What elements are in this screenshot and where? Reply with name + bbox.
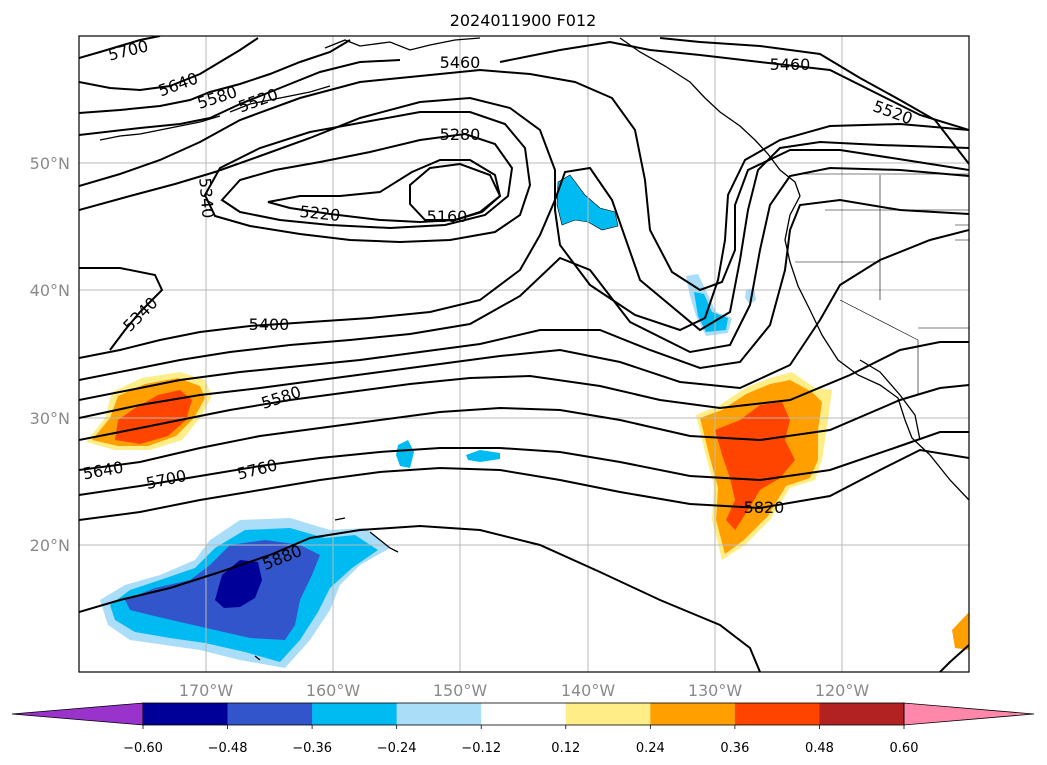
- colorbar-tick-label: −0.36: [292, 741, 332, 756]
- lon-label: 160°W: [306, 681, 361, 700]
- colorbar-extend-right: [903, 702, 1035, 726]
- lon-label: 140°W: [561, 681, 616, 700]
- lon-label: 150°W: [433, 681, 488, 700]
- colorbar-tick-label: −0.24: [377, 741, 417, 756]
- lat-label: 20°N: [30, 536, 70, 555]
- colorbar-tick-label: 0.48: [805, 741, 834, 756]
- lat-label: 40°N: [30, 281, 70, 300]
- colorbar-tick-label: −0.12: [461, 741, 501, 756]
- latitude-labels: 50°N 40°N 30°N 20°N: [30, 154, 70, 555]
- contour-5460-north: [499, 40, 969, 131]
- contour-5880: [79, 524, 761, 672]
- lon-label: 170°W: [179, 681, 234, 700]
- contour-5520-east: [659, 37, 969, 165]
- shade-region-far-east: [952, 612, 969, 650]
- lon-label: 130°W: [688, 681, 743, 700]
- contour-5160-core: [409, 162, 502, 221]
- contour-5640-north: [79, 37, 259, 92]
- contour-5340: [79, 96, 969, 332]
- contour-label: 5820: [744, 498, 785, 517]
- map-area: 5700 5640 5580 5520 5460 5460 5520 5280 …: [79, 36, 969, 672]
- colorbar-segment: [734, 703, 820, 725]
- colorbar-tick-label: 0.24: [636, 741, 665, 756]
- colorbar-segment: [227, 703, 313, 725]
- contour-label: 5400: [249, 315, 290, 334]
- colorbar-segment: [565, 703, 651, 725]
- shade-region-west-red: [115, 390, 192, 444]
- colorbar-tick-label: 0.60: [890, 741, 919, 756]
- shade-region-east-red: [715, 402, 795, 530]
- colorbar-extend-left: [11, 702, 144, 726]
- colorbar-segment: [650, 703, 736, 725]
- shade-region-130w: [694, 292, 728, 332]
- contour-5220-ring: [220, 132, 514, 230]
- contour-5820-se: [939, 644, 969, 672]
- lat-label: 50°N: [30, 154, 70, 173]
- contour-label: 5340: [195, 177, 217, 219]
- contour-5520-north: [79, 59, 401, 136]
- contour-5520-mid: [79, 198, 969, 401]
- longitude-labels: 170°W 160°W 150°W 140°W 130°W 120°W: [179, 681, 870, 700]
- shade-region-small-b: [466, 450, 500, 462]
- colorbar-segment: [312, 703, 397, 725]
- lon-label: 120°W: [815, 681, 870, 700]
- chart-title: 2024011900 F012: [450, 11, 597, 30]
- contour-5400: [79, 140, 969, 359]
- map-frame: [78, 35, 970, 673]
- contour-5640: [79, 341, 969, 441]
- contour-label: 5160: [427, 207, 468, 226]
- colorbar-tick-label: −0.48: [208, 741, 248, 756]
- contour-label: 5460: [440, 53, 481, 72]
- contour-label: 5220: [299, 202, 341, 225]
- contour-5820: [79, 448, 969, 521]
- colorbar-tick-label: 0.12: [551, 741, 580, 756]
- colorbar-segment: [819, 703, 905, 725]
- contour-label: 5280: [440, 125, 481, 144]
- colorbar-segment: [143, 703, 228, 725]
- negative-shading: [100, 174, 756, 668]
- contour-5700-north: [79, 36, 161, 59]
- contour-5580: [79, 229, 969, 419]
- colorbar-tick-label: 0.36: [720, 741, 749, 756]
- contour-5700: [79, 384, 969, 471]
- contour-5580-north: [79, 39, 351, 114]
- graticule: [79, 36, 969, 672]
- contour-5400-trough: [79, 68, 969, 292]
- colorbar-segment: [396, 703, 482, 725]
- contour-5760: [79, 431, 969, 496]
- contour-5340-west: [79, 267, 164, 351]
- colorbar: −0.60 −0.48 −0.36 −0.24 −0.12 0.12 0.24 0.36 0.4…: [11, 702, 1035, 756]
- contour-5280-ring: [203, 111, 532, 244]
- contour-5160-ring: [267, 159, 502, 224]
- shade-region-hawaii-darkblue: [215, 560, 262, 608]
- colorbar-tick-label: −0.60: [123, 741, 163, 756]
- colorbar-segment: [481, 703, 567, 725]
- contour-label: 5460: [770, 55, 811, 74]
- lat-label: 30°N: [30, 409, 70, 428]
- contour-5460-mid: [79, 166, 969, 381]
- shade-region-small-a: [396, 440, 414, 468]
- height-contours: [79, 36, 969, 672]
- colorbar-frame: [142, 702, 905, 726]
